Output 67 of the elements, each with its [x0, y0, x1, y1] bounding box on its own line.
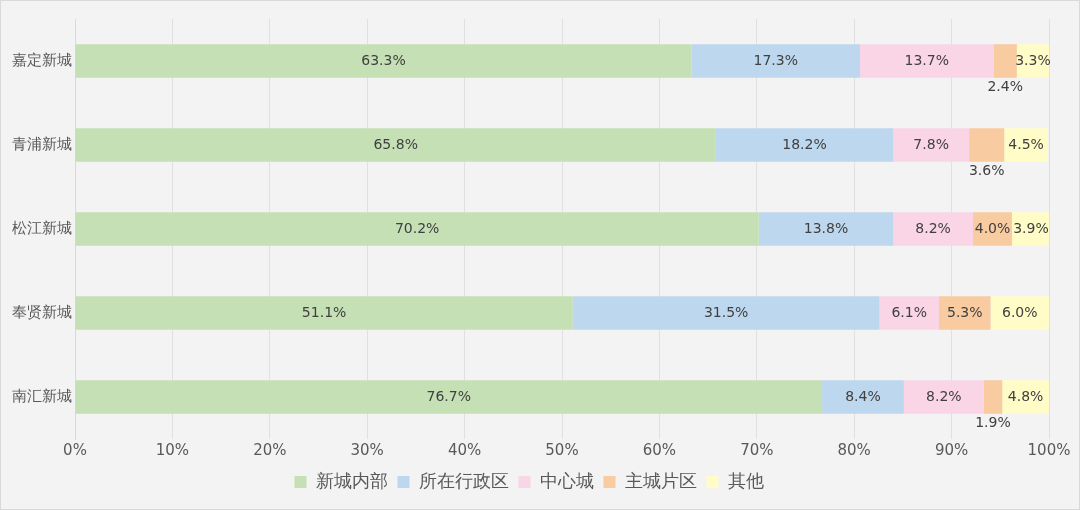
bar	[879, 296, 939, 330]
data-label: 4.8%	[1007, 387, 1044, 404]
bar	[1002, 380, 1049, 414]
data-label: 3.3%	[1015, 51, 1051, 68]
bar	[75, 212, 759, 246]
x-tick-label: 10%	[155, 440, 190, 459]
data-label: 4.5%	[1008, 135, 1044, 152]
bar	[938, 296, 991, 330]
x-tick-label: 40%	[447, 440, 482, 459]
bar	[691, 44, 861, 78]
bar	[758, 212, 894, 246]
legend-label: 主城片区	[624, 469, 697, 491]
data-label: 65.8%	[373, 135, 418, 152]
bar	[75, 128, 716, 162]
x-tick-label: 60%	[642, 440, 677, 459]
data-label: 7.8%	[913, 135, 949, 152]
bar	[75, 296, 573, 330]
data-label: 3.9%	[1013, 219, 1049, 236]
bar	[893, 212, 974, 246]
bar	[572, 296, 880, 330]
x-tick-label: 30%	[350, 440, 384, 459]
data-label: 70.2%	[394, 219, 440, 236]
data-label: 18.2%	[782, 135, 827, 152]
data-label: 51.1%	[301, 303, 347, 320]
data-label: 13.7%	[904, 51, 950, 68]
bar	[75, 380, 823, 414]
legend-label: 所在行政区	[418, 469, 509, 491]
y-tick-label: 南汇新城	[12, 386, 72, 405]
x-tick-label: 90%	[934, 440, 969, 459]
data-label: 31.5%	[703, 303, 749, 320]
bar	[903, 380, 984, 414]
y-tick-label: 松江新城	[12, 218, 72, 237]
x-tick-label: 70%	[740, 440, 774, 459]
bar	[993, 44, 1017, 78]
data-label: 8.4%	[845, 387, 881, 404]
y-tick-label: 嘉定新城	[12, 50, 72, 69]
x-tick-label: 20%	[253, 440, 287, 459]
data-label: 76.7%	[426, 387, 472, 404]
bar	[860, 44, 994, 78]
bar	[822, 380, 904, 414]
bar	[893, 128, 970, 162]
data-label: 6.1%	[891, 303, 928, 320]
x-tick-label: 100%	[1027, 440, 1071, 459]
data-label: 63.3%	[361, 51, 406, 68]
data-label: 8.2%	[926, 387, 962, 404]
y-tick-label: 奉贤新城	[12, 302, 72, 321]
legend-label: 其他	[727, 469, 764, 491]
x-tick-label: 50%	[545, 440, 579, 459]
data-label: 5.3%	[946, 303, 983, 320]
bar	[75, 44, 692, 78]
data-label: 17.3%	[753, 51, 799, 68]
data-label: 4.0%	[974, 219, 1011, 236]
y-tick-label: 青浦新城	[12, 134, 72, 153]
x-tick-label: 80%	[837, 440, 871, 459]
bar	[983, 380, 1003, 414]
x-tick-label: 0%	[63, 440, 87, 459]
data-label: 1.9%	[975, 414, 1011, 431]
data-label: 8.2%	[915, 219, 951, 236]
bar	[715, 128, 894, 162]
legend-label: 新城内部	[315, 469, 388, 491]
bar	[969, 128, 1005, 162]
data-label: 2.4%	[987, 78, 1023, 95]
data-label: 6.0%	[1001, 303, 1038, 320]
data-label: 13.8%	[803, 219, 849, 236]
legend-label: 中心城	[539, 469, 594, 491]
data-label: 3.6%	[968, 162, 1005, 179]
bar	[990, 296, 1049, 330]
